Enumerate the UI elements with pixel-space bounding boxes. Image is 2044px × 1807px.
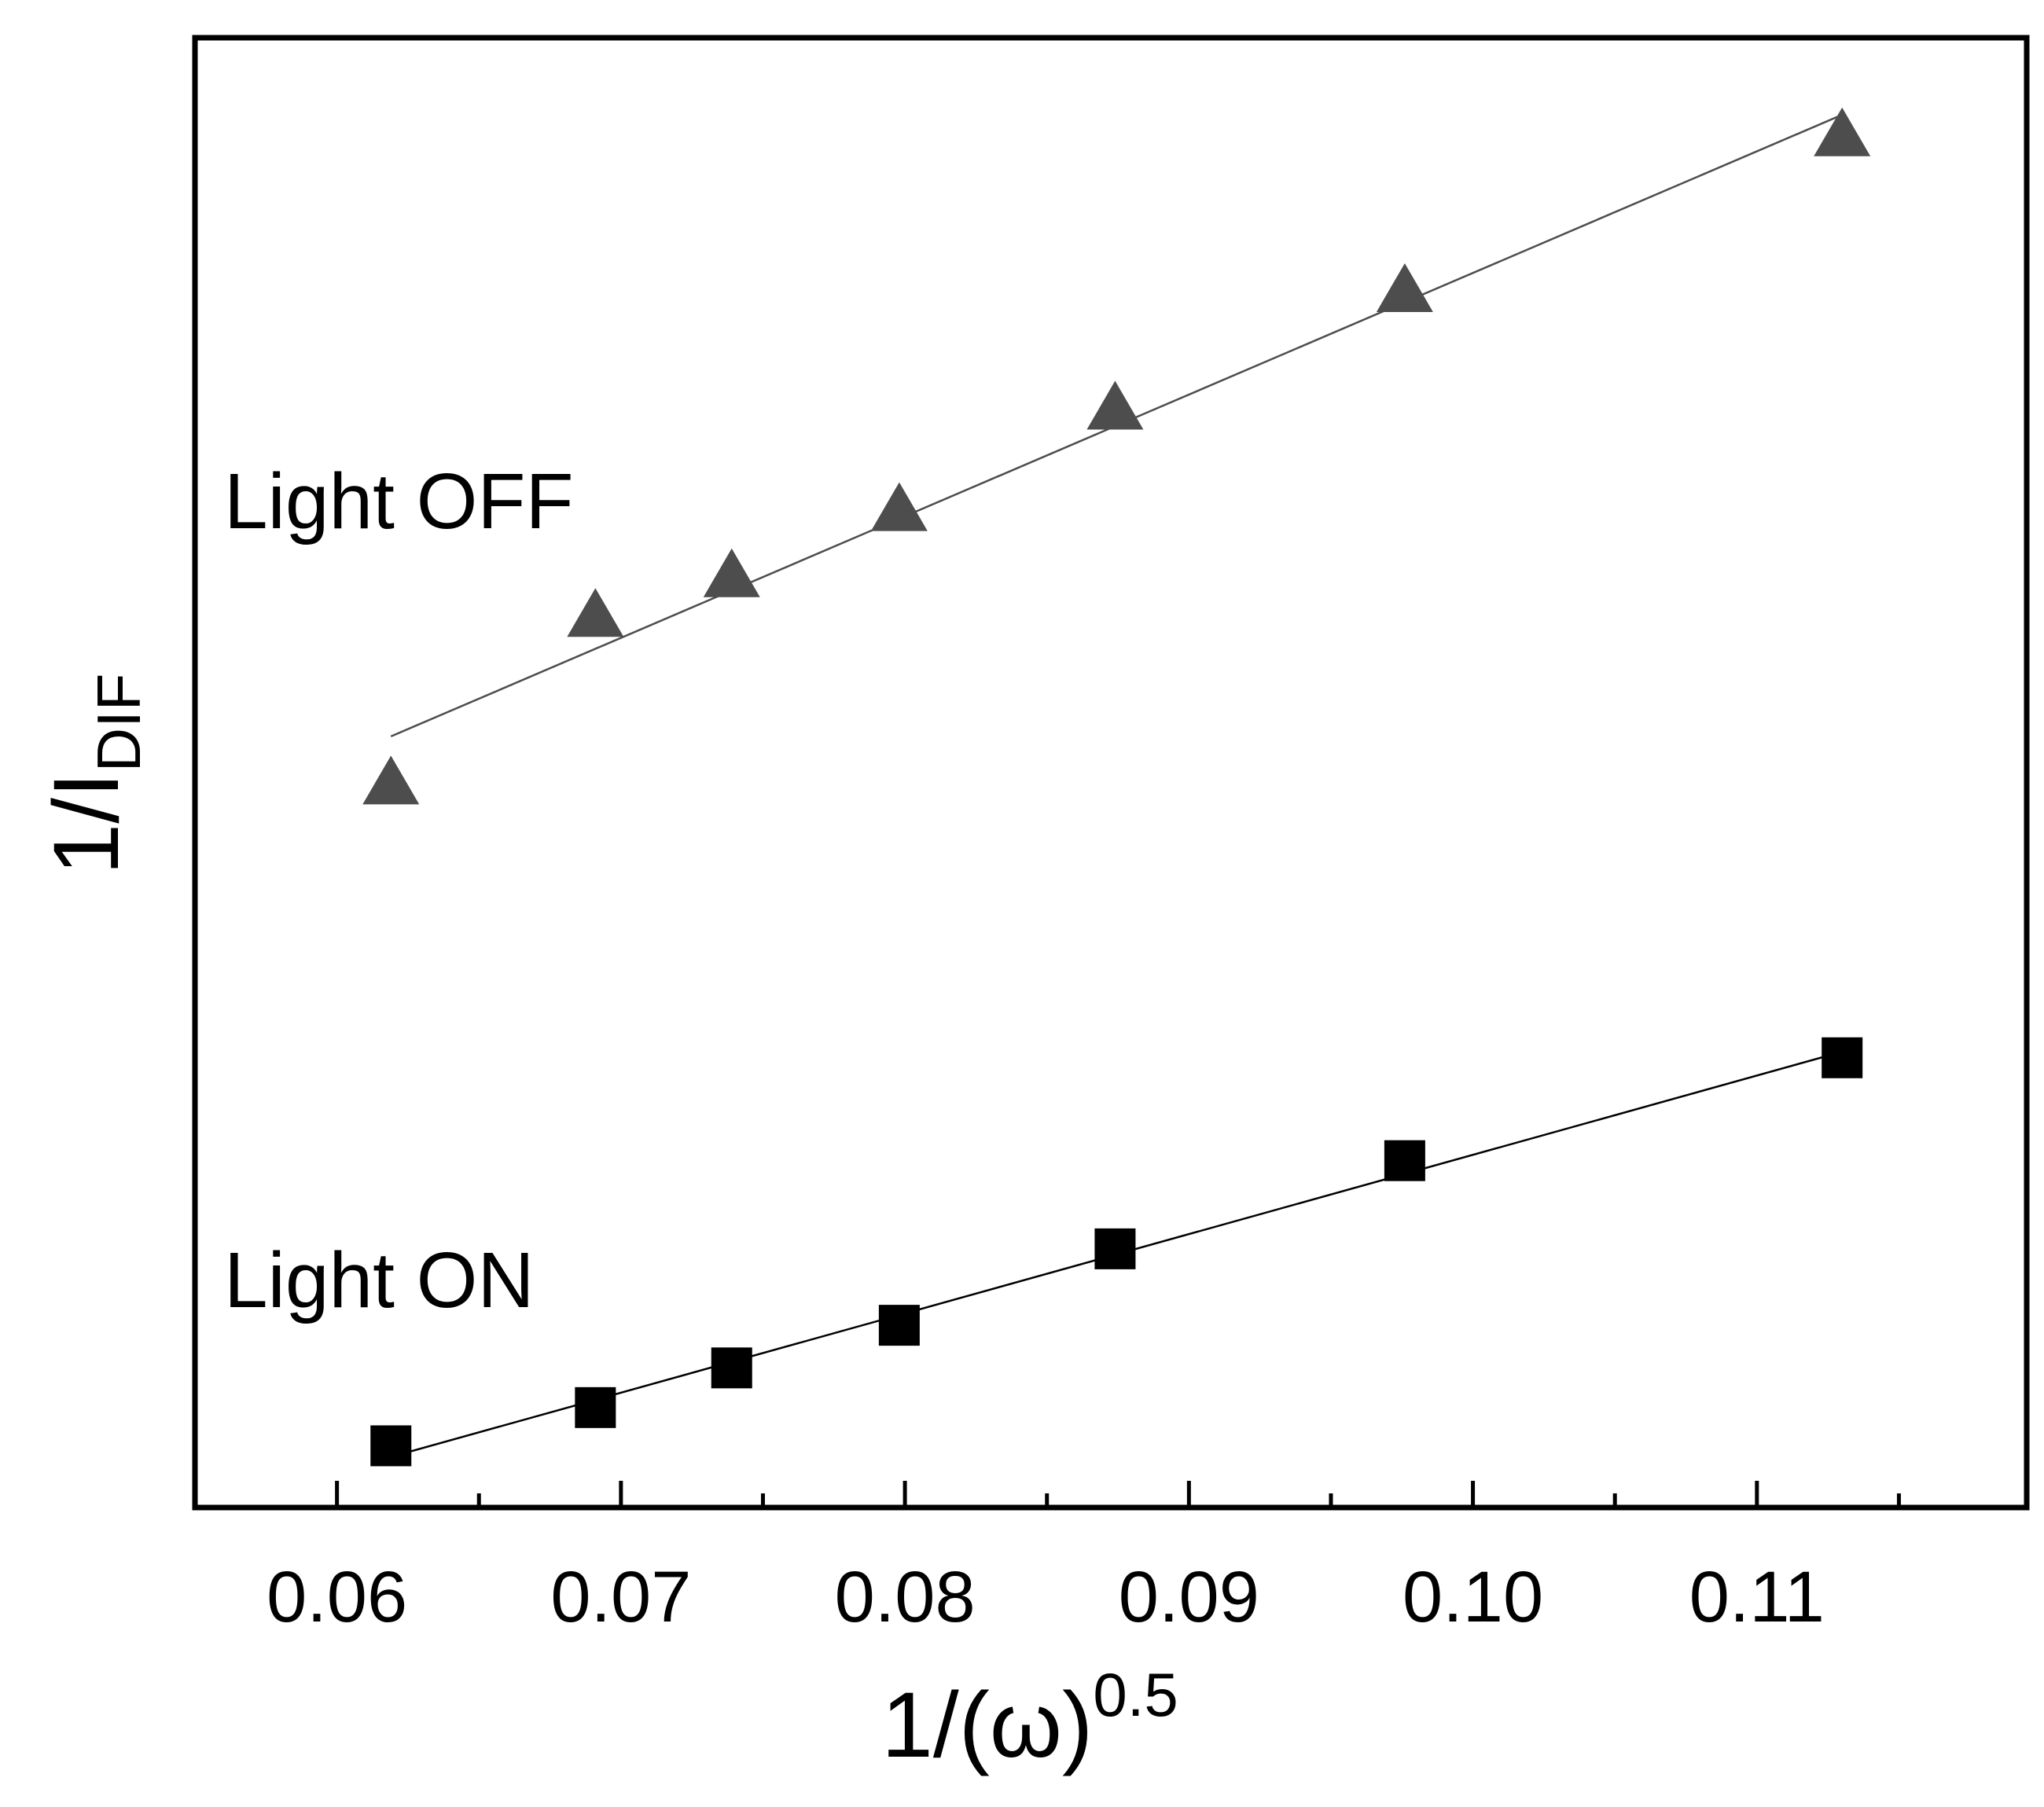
marker-light-off xyxy=(1814,107,1871,156)
x-axis-ticks: 0.06 0.07 0.08 0.09 0.10 0.11 xyxy=(267,1481,1901,1637)
marker-light-on xyxy=(878,1305,920,1346)
annotation-light-off: Light OFF xyxy=(224,457,574,545)
marker-light-on xyxy=(711,1347,752,1389)
x-tick-label: 0.06 xyxy=(267,1557,407,1637)
marker-light-off xyxy=(567,588,624,637)
annotation-light-on: Light ON xyxy=(224,1236,535,1324)
x-axis-title-superscript: 0.5 xyxy=(1093,1660,1178,1729)
x-tick-label: 0.10 xyxy=(1402,1557,1543,1637)
y-axis-title-subscript: DIF xyxy=(84,674,153,773)
x-tick-label: 0.07 xyxy=(550,1557,691,1637)
marker-light-off xyxy=(1376,263,1433,312)
marker-light-off xyxy=(703,548,760,597)
marker-light-on xyxy=(1384,1140,1425,1181)
x-tick-label: 0.09 xyxy=(1119,1557,1259,1637)
x-axis-title: 1/(ω)0.5 xyxy=(881,1660,1178,1777)
marker-light-on xyxy=(1822,1037,1863,1078)
y-axis-title: 1/IDIF xyxy=(35,674,153,876)
x-tick-label: 0.11 xyxy=(1689,1557,1825,1637)
data-markers xyxy=(362,107,1871,1467)
marker-light-off xyxy=(362,755,420,805)
marker-light-on xyxy=(370,1425,412,1467)
x-axis-title-main: 1/(ω) xyxy=(881,1673,1093,1777)
marker-light-off xyxy=(1086,380,1144,430)
marker-light-off xyxy=(870,482,928,531)
plot-frame xyxy=(192,35,2030,1511)
marker-light-on xyxy=(1094,1228,1136,1269)
marker-light-on xyxy=(575,1386,616,1428)
x-tick-label: 0.08 xyxy=(835,1557,976,1637)
y-axis-title-main: 1/I xyxy=(35,772,138,875)
